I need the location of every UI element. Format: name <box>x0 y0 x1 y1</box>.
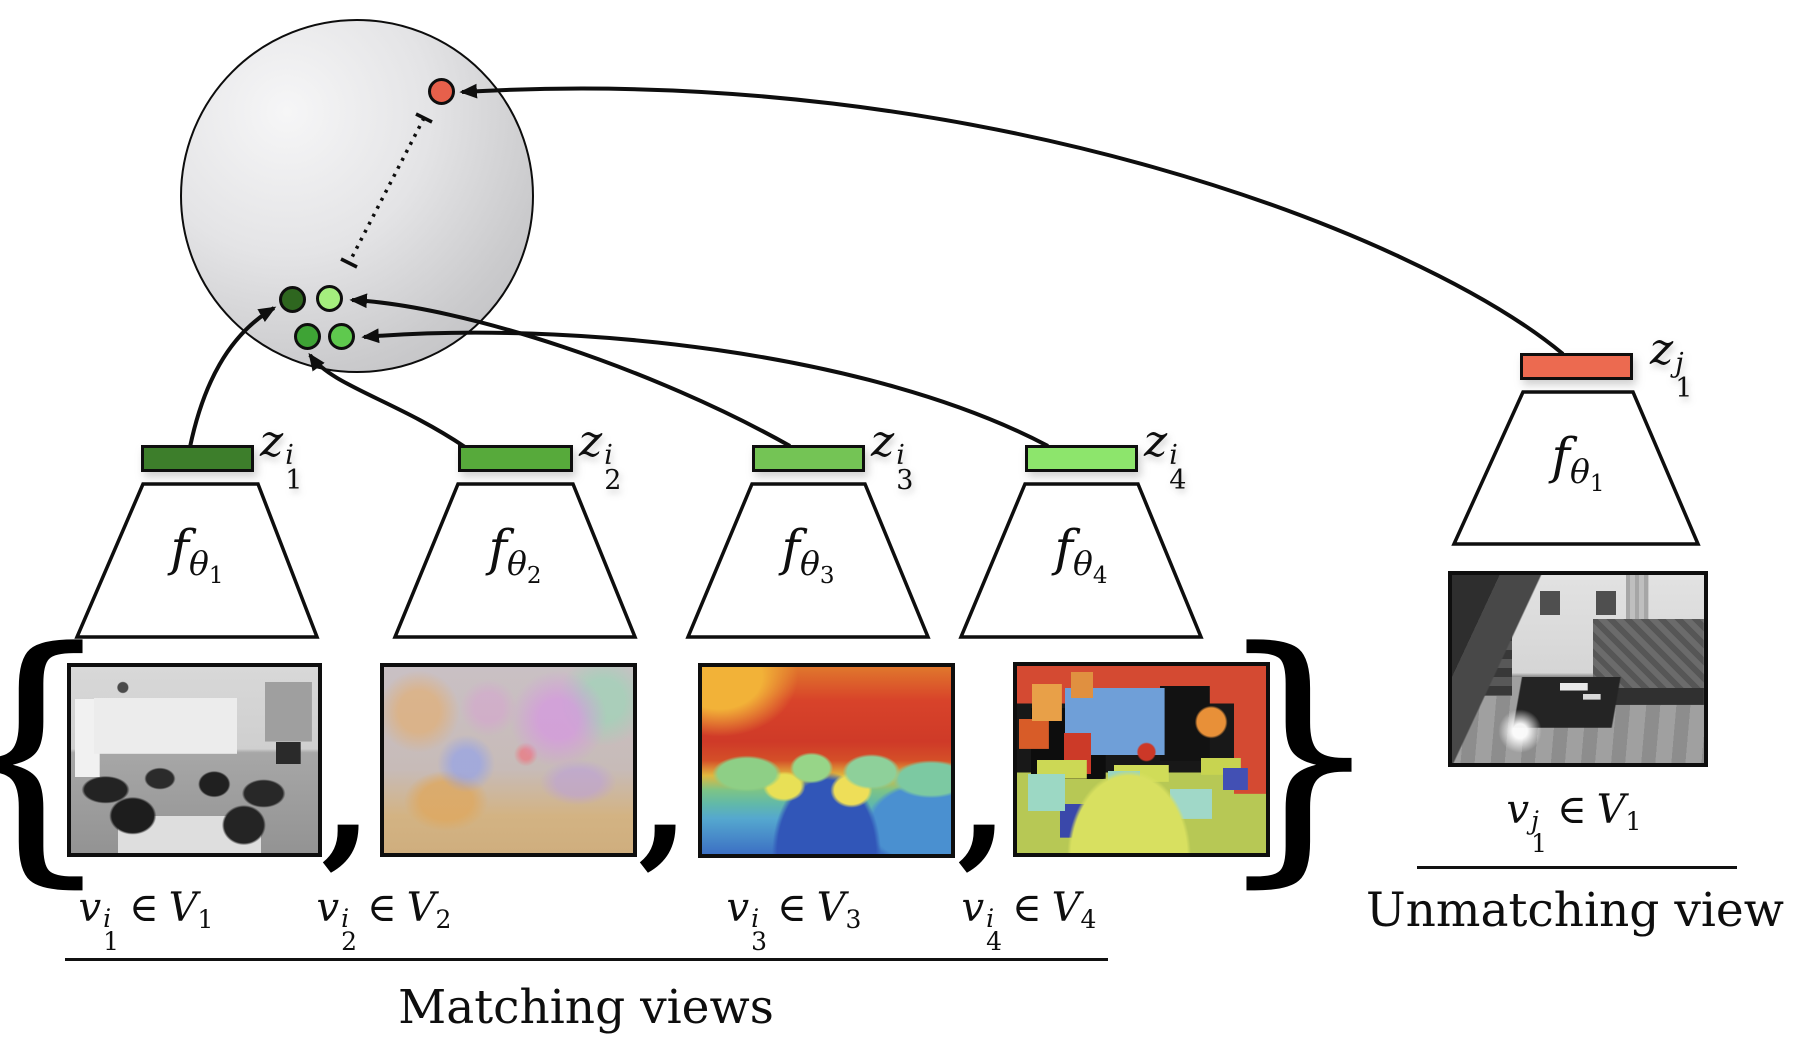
comma-1: , <box>321 708 373 884</box>
encoder-trapezoid-3 <box>685 482 931 639</box>
label-f-theta1: fθ1 <box>170 519 224 589</box>
matching-views-caption: Matching views <box>398 980 774 1035</box>
matching-views-rule <box>65 958 1108 961</box>
positive-embedding-dot-1 <box>279 286 306 313</box>
arrow-z1j-to-sphere <box>459 83 1565 356</box>
unmatching-view-image-livingroom <box>1448 571 1708 767</box>
label-v4: v i 4 ∈ V4 <box>961 885 1097 956</box>
label-v3: v i 3 ∈ V3 <box>726 885 862 956</box>
label-v1j: v j 1 ∈ V1 <box>1506 787 1642 858</box>
unmatching-view-caption: Unmatching view <box>1366 883 1784 938</box>
label-f-theta4: fθ4 <box>1054 519 1108 589</box>
embedding-sphere <box>180 19 534 373</box>
arrow-z1-to-sphere <box>188 306 277 448</box>
comma-2: , <box>638 708 690 884</box>
label-f-theta1-unmatching: fθ1 <box>1551 427 1605 497</box>
label-f-theta3: fθ3 <box>781 519 835 589</box>
embedding-bar-z3 <box>752 445 865 472</box>
encoder-trapezoid-unmatching <box>1451 390 1701 546</box>
negative-embedding-dot <box>428 78 455 105</box>
view-image-depth-classroom <box>698 663 955 858</box>
encoder-trapezoid-2 <box>392 482 638 639</box>
view-image-colorized-classroom <box>380 663 637 857</box>
positive-embedding-dot-2 <box>316 285 343 312</box>
arrow-z2-to-sphere <box>308 352 467 449</box>
distance-dashed-line <box>340 112 433 269</box>
view-image-grayscale-classroom <box>67 663 322 857</box>
embedding-bar-z1 <box>141 445 254 472</box>
label-v1: v i 1 ∈ V1 <box>78 885 214 956</box>
arrow-z4-to-sphere <box>361 328 1049 448</box>
positive-embedding-dot-3 <box>294 323 321 350</box>
arrow-z3-to-sphere <box>349 293 791 448</box>
positive-embedding-dot-4 <box>328 323 355 350</box>
label-v2: v i 2 ∈ V2 <box>316 885 452 956</box>
encoder-trapezoid-4 <box>958 482 1204 639</box>
encoder-trapezoid-1 <box>74 482 320 639</box>
comma-3: , <box>957 708 1009 884</box>
label-f-theta2: fθ2 <box>488 519 542 589</box>
unmatching-view-rule <box>1417 866 1737 869</box>
embedding-bar-z1j <box>1520 353 1633 380</box>
embedding-bar-z4 <box>1025 445 1138 472</box>
view-image-segmentation-classroom <box>1013 662 1270 857</box>
embedding-bar-z2 <box>458 445 573 472</box>
